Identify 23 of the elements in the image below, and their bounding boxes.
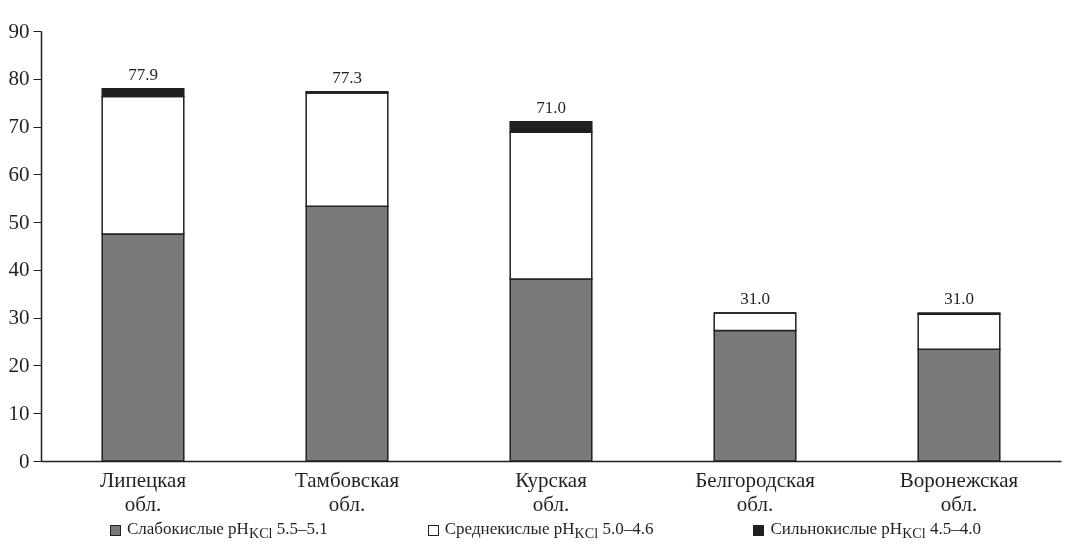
y-tick-label: 0 [19, 448, 30, 473]
y-tick-label: 50 [8, 209, 30, 234]
y-tick-label: 40 [8, 257, 30, 282]
y-tick-label: 80 [8, 66, 30, 91]
y-tick-label: 90 [8, 18, 30, 43]
x-tick-label: Курская обл. [515, 467, 588, 516]
y-tick-label: 70 [8, 114, 30, 139]
y-tick-label: 60 [8, 161, 30, 186]
total-label: 77.3 [332, 67, 362, 87]
y-tick-label: 20 [8, 352, 30, 377]
legend-label: Слабокислые pH$_{KCl}$ 5.5–5.1 [127, 519, 328, 543]
x-tick-label: Белгородская обл. [695, 467, 816, 516]
legend-label: Сильнокислые pH$_{KCl}$ 4.5–4.0 [770, 519, 981, 543]
total-label: 77.9 [128, 64, 158, 84]
legend-label: Среднекислые pH$_{KCl}$ 5.0–4.6 [444, 519, 654, 543]
x-tick-label: Тамбовская обл. [294, 467, 400, 516]
total-label: 31.0 [740, 288, 770, 308]
y-tick-label: 30 [8, 305, 30, 330]
total-label: 71.0 [536, 97, 566, 117]
x-tick-label: Воронежская обл. [899, 467, 1019, 516]
x-tick-label: Липецкая обл. [99, 467, 187, 516]
total-label: 31.0 [944, 288, 974, 308]
y-tick-label: 10 [8, 400, 30, 425]
